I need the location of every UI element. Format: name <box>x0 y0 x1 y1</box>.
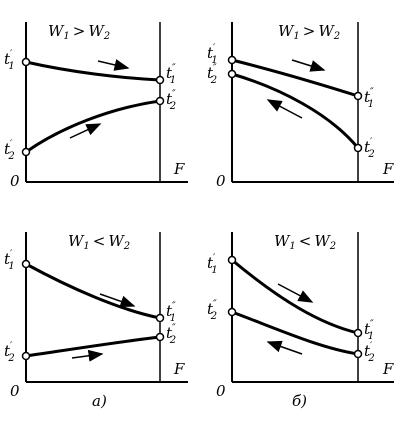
endpoint-marker <box>155 75 165 85</box>
label-left-lower: t″ 2 <box>207 299 217 322</box>
panel-title: W1 > W2 <box>278 22 340 42</box>
flow-arrow <box>69 123 102 139</box>
origin-label: 0 <box>216 172 226 190</box>
label-right-upper: t″ 1 <box>166 301 176 324</box>
label-left-upper: t′ 1 <box>207 43 218 66</box>
panel-bottom-right: W1 < W2 t′ 1 t″ 2 t″ 1 t′ 2 0 F б) <box>207 232 394 410</box>
endpoint-marker <box>21 57 31 67</box>
flow-arrow <box>99 293 136 308</box>
panel-caption: б) <box>292 392 307 410</box>
label-left-lower: t″ 2 <box>207 63 217 86</box>
hot-fluid-curve <box>231 58 359 98</box>
endpoint-marker <box>155 332 165 342</box>
panel-caption: a) <box>92 392 107 410</box>
label-left-upper: t′ 1 <box>4 249 15 272</box>
label-left-lower: t′ 2 <box>4 139 15 162</box>
axis-label-f: F <box>382 360 394 378</box>
origin-label: 0 <box>10 172 20 190</box>
flow-arrow <box>71 349 104 362</box>
origin-label: 0 <box>216 382 226 400</box>
endpoint-marker <box>155 96 165 106</box>
endpoint-marker <box>227 55 237 65</box>
axis-label-f: F <box>173 160 185 178</box>
endpoint-marker <box>21 351 31 361</box>
label-right-upper: t″ 1 <box>166 63 176 86</box>
endpoint-marker <box>227 307 237 317</box>
panel-title: W1 > W2 <box>48 22 110 42</box>
axis-label-f: F <box>173 360 185 378</box>
label-right-lower: t′ 2 <box>364 341 375 364</box>
label-right-upper: t″ 1 <box>364 87 374 110</box>
flow-arrow <box>277 283 314 303</box>
endpoint-marker <box>21 259 31 269</box>
label-right-lower: t″ 2 <box>166 89 176 112</box>
endpoint-marker <box>353 91 363 101</box>
cold-fluid-curve <box>231 310 359 356</box>
axis-label-f: F <box>382 160 394 178</box>
label-right-lower: t″ 2 <box>166 323 176 346</box>
label-left-upper: t′ 1 <box>207 253 218 276</box>
endpoint-marker <box>21 147 31 157</box>
flow-arrow <box>97 59 130 71</box>
hot-fluid-curve <box>25 262 161 320</box>
hot-fluid-curve <box>231 258 359 335</box>
flow-arrow <box>266 99 303 119</box>
endpoint-marker <box>353 328 363 338</box>
cold-fluid-curve <box>25 99 161 154</box>
endpoint-marker <box>353 349 363 359</box>
cold-fluid-curve <box>25 335 161 358</box>
label-right-lower: t′ 2 <box>364 137 375 160</box>
panel-title: W1 < W2 <box>68 232 130 252</box>
hot-fluid-curve <box>25 60 161 82</box>
endpoint-marker <box>227 69 237 79</box>
label-left-upper: t′ 1 <box>4 49 15 72</box>
panel-bottom-left: W1 < W2 t′ 1 t′ 2 t″ 1 t″ 2 0 F a) <box>4 232 188 410</box>
flow-arrow <box>291 59 326 72</box>
label-right-upper: t″ 1 <box>364 319 374 342</box>
label-left-lower: t′ 2 <box>4 341 15 364</box>
origin-label: 0 <box>10 382 20 400</box>
endpoint-marker <box>155 313 165 323</box>
endpoint-marker <box>353 143 363 153</box>
endpoint-marker <box>227 255 237 265</box>
panel-top-left: W1 > W2 t′ 1 t′ 2 t″ 1 t″ 2 0 F <box>4 22 188 190</box>
flow-arrow <box>266 340 303 355</box>
panel-title: W1 < W2 <box>274 232 336 252</box>
cold-fluid-curve <box>231 72 360 149</box>
panel-top-right: W1 > W2 t′ 1 t″ 2 t″ 1 t′ 2 0 F <box>207 22 394 190</box>
